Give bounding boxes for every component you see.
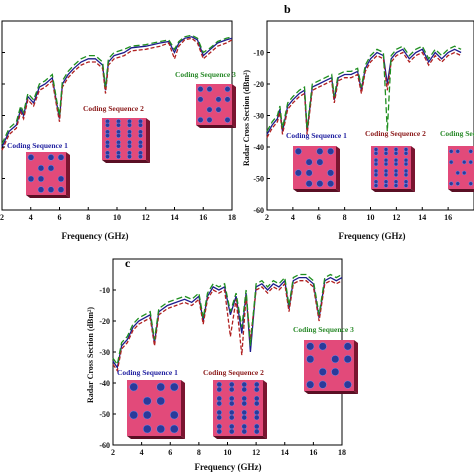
panel-b-coding-sequence-3: Coding Sequence 3 (440, 129, 474, 138)
x-tick-label: 4 (29, 213, 33, 222)
x-tick-label: 2 (0, 213, 4, 222)
panel-a-coding-sequence-2: Coding Sequence 2 (83, 104, 144, 113)
x-tick-label: 4 (291, 213, 295, 222)
panel-a-plot (1, 20, 236, 211)
panel-c-metasurface-3 (304, 340, 358, 394)
x-tick-label: 2 (111, 448, 115, 457)
x-tick-label: 12 (392, 213, 400, 222)
x-tick-label: 10 (113, 213, 121, 222)
panel-a-xticks: 2 4 6 8 10 12 14 16 18 (0, 207, 236, 222)
panel-a-series-2 (1, 37, 233, 151)
y-tick-label: -40 (253, 143, 264, 152)
panel-b-metasurface-1 (293, 146, 340, 192)
panel-c-series-1 (112, 276, 343, 370)
panel-c-metasurface-1 (127, 380, 185, 439)
panel-b-xlabel: Frequency (GHz) (338, 231, 405, 241)
x-tick-label: 6 (168, 448, 172, 457)
y-tick-label: -50 (253, 175, 264, 184)
x-tick-label: 12 (142, 213, 150, 222)
panel-b-metasurface-2 (371, 146, 415, 192)
y-tick-label: -60 (253, 206, 264, 215)
x-tick-label: 18 (228, 213, 236, 222)
y-tick-label: -60 (99, 441, 110, 450)
panel-b-xticks: 2 4 6 8 10 12 14 16 (265, 207, 452, 222)
panel-b-metasurface-3 (448, 146, 474, 192)
panel-a: Frequency (GHz) 2 4 6 8 10 12 14 16 18 Coding Se… (0, 20, 236, 241)
panel-a-xlabel: Frequency (GHz) (61, 231, 128, 241)
x-tick-label: 16 (309, 448, 317, 457)
x-tick-label: 6 (58, 213, 62, 222)
x-tick-label: 10 (224, 448, 232, 457)
x-tick-label: 18 (338, 448, 346, 457)
panel-a-legend: Coding Sequence 1 Coding Sequence 2 Codi… (7, 70, 236, 150)
panel-b: b Frequency (GHz) Radar Cross Section (d… (242, 2, 474, 241)
y-tick-label: -10 (99, 286, 110, 295)
panel-c-yticks: -10 -20 -30 -40 -50 -60 (99, 286, 116, 450)
x-tick-label: 10 (367, 213, 375, 222)
x-tick-label: 12 (252, 448, 260, 457)
panel-a-metasurface-3 (196, 84, 236, 128)
panel-b-coding-sequence-2: Coding Sequence 2 (365, 129, 426, 138)
panel-c-coding-sequence-3: Coding Sequence 3 (293, 325, 354, 334)
y-tick-label: -30 (99, 348, 110, 357)
panel-c-plot (112, 258, 358, 446)
panel-c-metasurface-2 (213, 380, 267, 439)
panel-c-legend: Coding Sequence 1 Coding Sequence 2 Codi… (117, 325, 354, 377)
y-tick-label: -20 (99, 317, 110, 326)
panel-b-series-3 (266, 45, 462, 132)
panel-c-coding-sequence-1: Coding Sequence 1 (117, 368, 178, 377)
x-tick-label: 8 (197, 448, 201, 457)
x-tick-label: 14 (171, 213, 179, 222)
panel-a-coding-sequence-3: Coding Sequence 3 (175, 70, 236, 79)
panel-b-series-2 (266, 51, 462, 138)
y-tick-label: -10 (253, 49, 264, 58)
x-tick-label: 4 (140, 448, 144, 457)
x-tick-label: 8 (86, 213, 90, 222)
x-tick-label: 14 (418, 213, 426, 222)
y-tick-label: -30 (253, 112, 264, 121)
panel-c-coding-sequence-2: Coding Sequence 2 (203, 368, 264, 377)
panel-b-plot (266, 20, 474, 211)
panel-c-xlabel: Frequency (GHz) (194, 462, 261, 472)
panel-c: c Frequency (GHz) Radar Cross Section (d… (86, 256, 358, 472)
panel-b-coding-sequence-1: Coding Sequence 1 (286, 131, 347, 140)
panel-a-yticks (2, 52, 5, 211)
panel-a-metasurface-1 (26, 152, 70, 198)
panel-b-legend: Coding Sequence 1 Coding Sequence 2 Codi… (286, 129, 474, 140)
y-tick-label: -40 (99, 379, 110, 388)
y-tick-label: -50 (99, 410, 110, 419)
panel-c-series-2 (112, 279, 343, 373)
panel-c-xticks: 2 4 6 8 10 12 14 16 18 (111, 442, 346, 457)
panel-b-label: b (284, 2, 291, 16)
panel-c-ylabel: Radar Cross Section (dBm²) (86, 307, 95, 403)
panel-a-coding-sequence-1: Coding Sequence 1 (7, 141, 68, 150)
panel-b-series-1 (266, 48, 462, 135)
x-tick-label: 16 (444, 213, 452, 222)
panel-a-metasurface-2 (102, 118, 150, 163)
panel-b-yticks: -10 -20 -30 -40 -50 -60 (253, 49, 270, 215)
panel-c-label: c (125, 256, 131, 270)
y-tick-label: -20 (253, 80, 264, 89)
x-tick-label: 14 (281, 448, 289, 457)
x-tick-label: 6 (317, 213, 321, 222)
panel-b-ylabel: Radar Cross Section (dBm²) (242, 70, 251, 166)
x-tick-label: 2 (265, 213, 269, 222)
x-tick-label: 8 (343, 213, 347, 222)
x-tick-label: 16 (199, 213, 207, 222)
panel-c-series-3 (112, 273, 343, 367)
